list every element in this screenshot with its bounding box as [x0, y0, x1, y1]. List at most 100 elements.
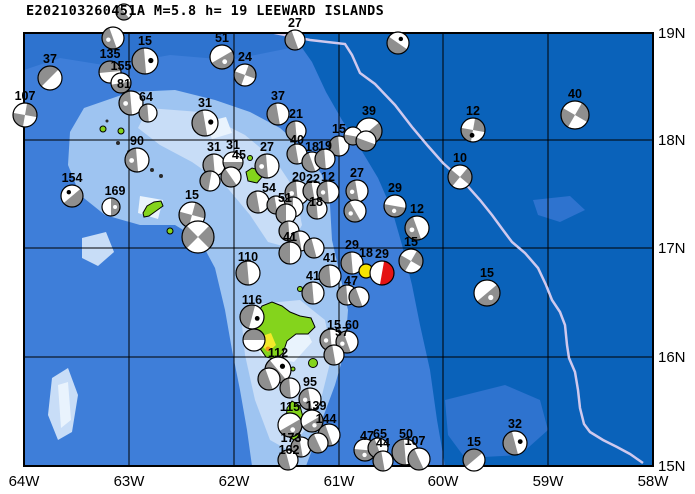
beachball-depth-label: 116 [242, 293, 262, 307]
beachball-depth-label: 95 [303, 375, 317, 389]
beachball-depth-label: 31 [226, 138, 240, 152]
focal-mechanism-beachball [355, 130, 377, 152]
beachball-depth-label: 41 [323, 251, 337, 265]
focal-mechanism-beachball [233, 63, 257, 87]
beachball-depth-label: 64 [139, 90, 153, 104]
beachball-depth-label: 54 [262, 181, 276, 195]
beachball-depth-label: 169 [105, 184, 126, 198]
beachball-depth-label: 50 [399, 427, 413, 441]
focal-mechanism-beachball [303, 237, 325, 259]
beachball-depth-label: 10 [453, 151, 467, 165]
beachball-depth-label: 18 [359, 246, 373, 260]
focal-mechanism-beachball [502, 430, 528, 456]
beachball-depth-label: 18 [305, 140, 319, 154]
focal-mechanism-beachball [60, 184, 84, 208]
beachball-depth-label: 57 [335, 325, 349, 339]
latitude-label: 19N [658, 25, 686, 42]
focal-mechanism-beachball [318, 264, 342, 288]
focal-mechanism-beachball [323, 344, 345, 366]
longitude-label: 63W [114, 473, 146, 490]
map-title: E202103260451A M=5.8 h= 19 LEEWARD ISLAN… [26, 3, 385, 19]
focal-mechanism-beachball [118, 90, 144, 116]
beachball-depth-label: 29 [375, 247, 389, 261]
focal-mechanism-beachball [279, 377, 301, 399]
focal-mechanism-beachball [284, 29, 306, 51]
focal-mechanism-beachball [131, 47, 159, 75]
latitude-label: 16N [658, 349, 686, 366]
beachball-depth-label: 22 [306, 172, 320, 186]
focal-mechanism-beachball [473, 279, 501, 307]
beachball-depth-label: 47 [344, 274, 358, 288]
beachball-depth-label: 37 [43, 52, 57, 66]
focal-mechanism-beachball [298, 387, 322, 411]
beachball-depth-label: 27 [350, 166, 364, 180]
island [308, 358, 318, 368]
beachball-depth-label: 39 [362, 104, 376, 118]
focal-mechanism-beachball [369, 260, 395, 286]
focal-mechanism-beachball [110, 72, 132, 94]
focal-mechanism-beachball [181, 220, 215, 254]
focal-mechanism-beachball [404, 215, 430, 241]
focal-mechanism-beachball [257, 367, 281, 391]
focal-mechanism-beachball [277, 412, 303, 438]
beachball-depth-label: 110 [238, 250, 258, 264]
beachball-depth-label: 135 [100, 47, 121, 61]
focal-mechanism-beachball [199, 170, 221, 192]
island [142, 200, 164, 218]
focal-mechanism-beachball [115, 3, 133, 21]
focal-mechanism-beachball [343, 199, 367, 223]
longitude-label: 60W [428, 473, 460, 490]
beachball-depth-label: 31 [207, 140, 221, 154]
focal-mechanism-beachball [277, 449, 299, 471]
beachball-depth-label: 15 [480, 266, 494, 280]
focal-mechanism-beachball [560, 100, 590, 130]
longitude-label: 61W [324, 473, 356, 490]
focal-mechanism-beachball [447, 164, 473, 190]
beachball-depth-label: 162 [279, 443, 300, 457]
beachball-depth-label: 15 [332, 122, 346, 136]
latitude-label: 17N [658, 240, 686, 257]
beachball-depth-label: 112 [268, 346, 288, 360]
beachball-depth-label: 20 [292, 170, 306, 184]
focal-mechanism-beachball [462, 448, 486, 472]
beachball-depth-label: 139 [306, 399, 327, 413]
island [159, 174, 163, 178]
focal-mechanism-beachball [242, 328, 266, 352]
focal-mechanism-beachball [138, 103, 158, 123]
focal-mechanism-beachball [348, 286, 370, 308]
beachball-depth-label: 51 [215, 31, 229, 45]
focal-mechanism-beachball [124, 147, 150, 173]
island [150, 168, 154, 172]
longitude-label: 59W [533, 473, 565, 490]
focal-mechanism-beachball [307, 432, 329, 454]
focal-mechanism-beachball [235, 260, 261, 286]
beachball-depth-label: 65 [373, 427, 387, 441]
beachball-depth-label: 15 [185, 188, 199, 202]
beachball-depth-label: 12 [410, 202, 424, 216]
focal-mechanism-beachball [398, 248, 424, 274]
beachball-depth-label: 144 [316, 412, 337, 426]
focal-mechanism-beachball [386, 31, 410, 55]
island [105, 119, 109, 123]
beachball-depth-label: 32 [508, 417, 522, 431]
beachball-depth-label: 19 [318, 139, 332, 153]
axis-labels: 64W 63W 62W 61W 60W 59W 58W 19N 18N 17N 16N 15N [9, 25, 686, 490]
island [265, 346, 271, 352]
beachball-depth-label: 107 [15, 89, 36, 103]
longitude-label: 62W [219, 473, 251, 490]
focal-mechanism-beachball [340, 251, 364, 275]
beachball-depth-label: 27 [260, 140, 274, 154]
focal-mechanism-beachball [101, 26, 125, 50]
beachball-layer [12, 26, 590, 472]
beachball-depth-label: 15 [138, 34, 152, 48]
beachball-depth-label: 90 [130, 134, 144, 148]
focal-mechanism-beachball [209, 44, 235, 70]
focal-mechanism-beachball [345, 179, 369, 203]
beachball-depth-label: 27 [288, 16, 302, 30]
beachball-depth-label: 12 [321, 170, 335, 184]
trench-line [269, 33, 644, 465]
latitude-label: 15N [658, 458, 686, 475]
